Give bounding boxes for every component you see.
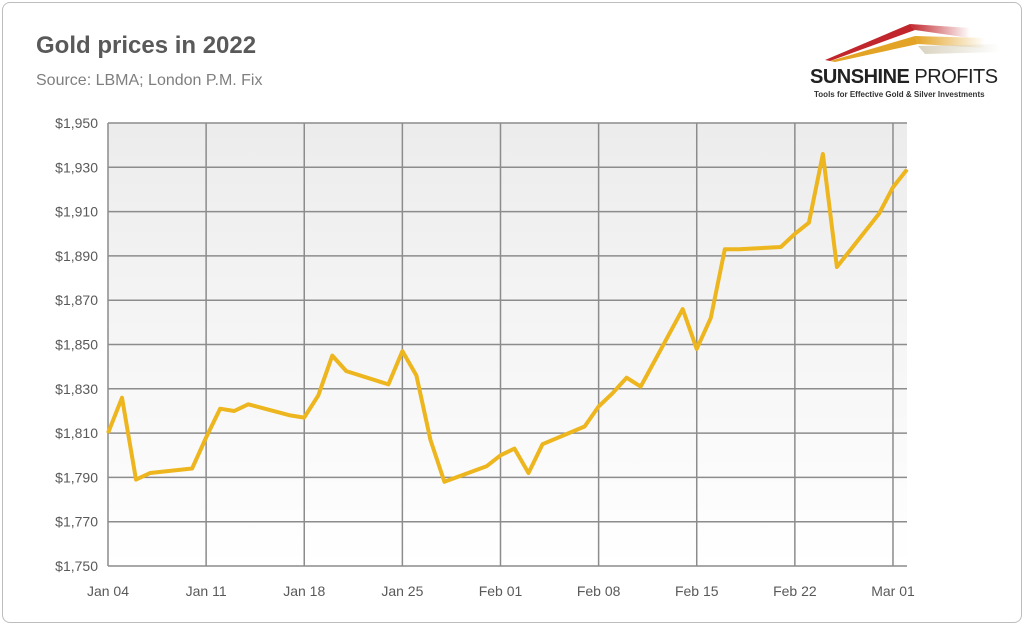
y-tick-label: $1,750 xyxy=(55,558,98,574)
x-tick-label: Jan 18 xyxy=(283,583,325,599)
y-tick-label: $1,850 xyxy=(55,337,98,353)
y-tick-label: $1,770 xyxy=(55,514,98,530)
x-tick-label: Feb 08 xyxy=(577,583,621,599)
logo-name: SUNSHINE PROFITS xyxy=(810,66,998,88)
y-tick-label: $1,930 xyxy=(55,159,98,175)
y-tick-label: $1,950 xyxy=(55,115,98,131)
sunshine-profits-logo: SUNSHINE PROFITS Tools for Effective Gol… xyxy=(800,18,1010,103)
y-tick-label: $1,790 xyxy=(55,469,98,485)
x-tick-label: Jan 11 xyxy=(186,583,227,599)
x-tick-label: Feb 01 xyxy=(479,583,523,599)
chart-subtitle: Source: LBMA; London P.M. Fix xyxy=(36,72,263,89)
x-tick-label: Mar 01 xyxy=(871,583,915,599)
y-tick-label: $1,870 xyxy=(55,292,98,308)
chart-title: Gold prices in 2022 xyxy=(36,32,257,59)
x-tick-label: Jan 25 xyxy=(381,583,423,599)
y-tick-label: $1,830 xyxy=(55,381,98,397)
logo-tagline: Tools for Effective Gold & Silver Invest… xyxy=(814,90,985,99)
x-tick-label: Feb 15 xyxy=(675,583,719,599)
logo-rays-icon xyxy=(825,24,1000,62)
x-tick-label: Jan 04 xyxy=(87,583,129,599)
y-tick-label: $1,910 xyxy=(55,204,98,220)
y-tick-label: $1,810 xyxy=(55,425,98,441)
y-tick-label: $1,890 xyxy=(55,248,98,264)
x-tick-label: Feb 22 xyxy=(773,583,817,599)
gold-price-line xyxy=(106,152,909,484)
